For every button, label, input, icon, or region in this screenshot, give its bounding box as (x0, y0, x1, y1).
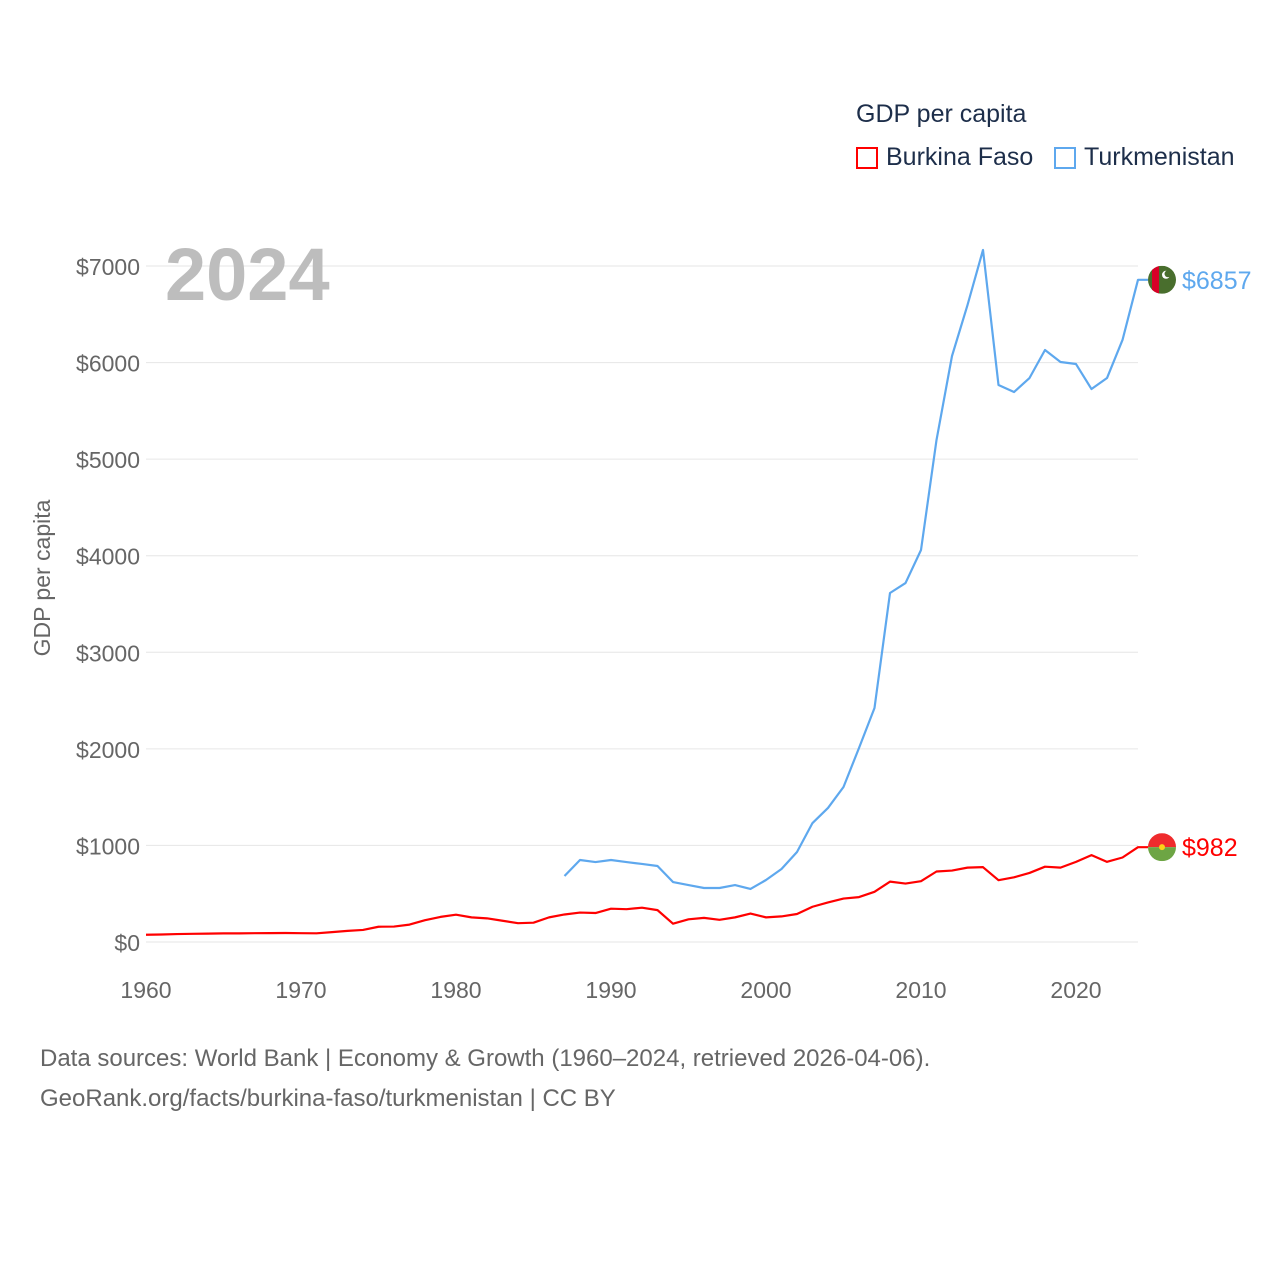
x-tick-label: 2010 (895, 977, 946, 1003)
y-tick-label: $3000 (76, 640, 140, 666)
y-axis: $0 $1000 $2000 $3000 $4000 $5000 $6000 $7000 (76, 254, 140, 956)
x-tick-label: 1980 (430, 977, 481, 1003)
legend-item-turkmenistan[interactable]: Turkmenistan (1054, 143, 1235, 172)
x-axis: 1960 1970 1980 1990 2000 2010 2020 (120, 977, 1101, 1003)
x-tick-label: 2020 (1050, 977, 1101, 1003)
x-tick-label: 1990 (585, 977, 636, 1003)
end-value-label: $6857 (1182, 267, 1252, 295)
flag-stripe (1148, 833, 1176, 848)
x-tick-label: 2000 (740, 977, 791, 1003)
series-lines (145, 248, 1148, 936)
end-markers: $982 $6857 (1148, 265, 1252, 862)
legend-swatch (1054, 146, 1076, 169)
footer-sources: Data sources: World Bank | Economy & Gro… (40, 1045, 931, 1072)
y-tick-label: $5000 (76, 447, 140, 473)
y-tick-label: $2000 (76, 737, 140, 763)
legend-item-burkina-faso[interactable]: Burkina Faso (856, 143, 1033, 172)
x-tick-label: 1970 (275, 977, 326, 1003)
y-tick-label: $6000 (76, 351, 140, 377)
y-axis-label: GDP per capita (29, 499, 55, 656)
end-value-label: $982 (1182, 834, 1238, 862)
year-label: 2024 (165, 233, 330, 316)
turkmenistan-flag-icon (1148, 265, 1176, 294)
flag-crescent-cut (1164, 270, 1172, 278)
legend-title: GDP per capita (856, 100, 1027, 128)
y-tick-label: $1000 (76, 833, 140, 859)
grid (146, 265, 1138, 943)
burkina-faso-flag-icon (1148, 833, 1176, 862)
series-line-turkmenistan (563, 248, 1148, 891)
legend-swatch (856, 146, 878, 169)
x-tick-label: 1960 (120, 977, 171, 1003)
legend-label: Turkmenistan (1084, 143, 1235, 171)
series-line-burkina-faso (145, 846, 1148, 936)
footer-link[interactable]: GeoRank.org/facts/burkina-faso/turkmenis… (40, 1085, 616, 1112)
y-tick-label: $0 (114, 930, 140, 956)
flag-stripe (1148, 847, 1176, 862)
y-tick-label: $4000 (76, 544, 140, 570)
legend-label: Burkina Faso (886, 143, 1034, 171)
y-tick-label: $7000 (76, 254, 140, 280)
flag-star (1159, 844, 1165, 851)
flag-stripe (1152, 265, 1159, 294)
